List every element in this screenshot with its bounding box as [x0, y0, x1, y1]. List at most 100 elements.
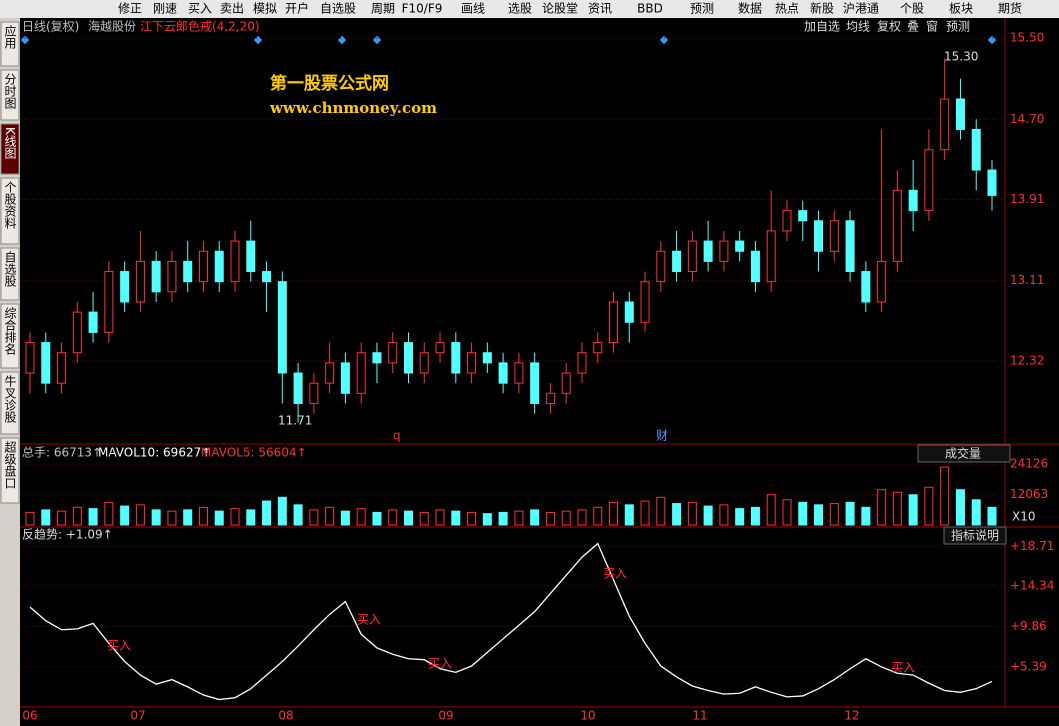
sidebar-tab[interactable] [0, 371, 20, 435]
signal-label: 买入 [107, 639, 131, 653]
toolbar-item[interactable]: 个股 [900, 2, 924, 16]
toolbar-item[interactable]: 选股 [508, 2, 532, 16]
selector-box[interactable] [917, 444, 1011, 463]
chart-button[interactable]: 加自选 [804, 20, 840, 34]
sidebar-tab-label[interactable]: 分时图 [3, 73, 17, 109]
candle-body [624, 301, 634, 323]
toolbar-item[interactable]: 刚速 [153, 2, 177, 16]
volume-legend: MAVOL10: 69627↑ [98, 446, 211, 460]
candle-body [656, 250, 666, 283]
help-box[interactable] [943, 526, 1007, 545]
x-tick-label: 10 [580, 709, 595, 723]
toolbar-item[interactable]: BBD [637, 2, 663, 16]
volume-bar [151, 509, 161, 526]
chart-button[interactable]: 均线 [846, 20, 870, 34]
volume-bar [798, 501, 808, 526]
volume-bar [230, 508, 240, 526]
toolbar-item[interactable]: 开户 [285, 1, 309, 16]
volume-bar [545, 511, 555, 526]
y-tick-label: +5.39 [1010, 660, 1047, 674]
chart-button[interactable]: 窗 [926, 20, 938, 34]
candle-body [940, 98, 950, 151]
volume-bar [656, 496, 666, 526]
sidebar-tab-label[interactable]: 自选股 [3, 251, 17, 288]
volume-bar [593, 506, 603, 526]
toolbar-item[interactable]: 画线 [461, 2, 485, 16]
candle-body [735, 240, 745, 252]
candle-body [356, 352, 366, 394]
candle-body [372, 352, 382, 364]
volume-bar [861, 506, 871, 526]
volume-bar [88, 508, 98, 526]
volume-bar [814, 504, 824, 526]
toolbar-item[interactable]: 沪港通 [843, 2, 879, 16]
toolbar-item[interactable]: 周期 [371, 2, 395, 16]
volume-bar [640, 500, 650, 526]
candle-body [861, 271, 871, 303]
sidebar-tab-label[interactable]: 超级盘口 [3, 440, 17, 489]
toolbar-item[interactable]: F10/F9 [402, 2, 443, 16]
volume-bar [419, 511, 429, 526]
toolbar-item[interactable]: 预测 [690, 2, 714, 16]
toolbar-item[interactable]: 期货 [998, 1, 1022, 16]
indicator-help[interactable]: 指标说明 [951, 528, 999, 543]
candle-body [388, 342, 398, 364]
sidebar-tab[interactable] [0, 247, 20, 301]
chart-button[interactable]: 复权 [877, 20, 901, 34]
volume-bar [277, 496, 287, 526]
volume-bar [325, 506, 335, 526]
sidebar-tab[interactable] [0, 303, 20, 369]
chart-button[interactable]: 预测 [946, 20, 970, 34]
toolbar-item[interactable]: 卖出 [220, 2, 244, 16]
marker: q [393, 429, 401, 443]
candle-body [309, 382, 319, 404]
volume-bar [687, 501, 697, 526]
toolbar-item[interactable]: 自选股 [320, 2, 356, 16]
toolbar-item[interactable]: 数据 [738, 1, 762, 16]
sidebar-tab-label[interactable]: K线图 [3, 127, 17, 159]
volume-bar [609, 501, 619, 526]
candle-body [609, 301, 619, 344]
volume-bar [829, 503, 839, 526]
sidebar-tab[interactable] [0, 177, 20, 245]
period: 日线(复权) [22, 20, 79, 34]
candle-body [230, 240, 240, 283]
volume-selector[interactable]: 成交量 [945, 446, 981, 461]
sidebar-tab[interactable] [0, 437, 20, 504]
volume-bar [356, 508, 366, 526]
candle-body [924, 149, 934, 212]
sidebar-tab-label[interactable]: 综合排名 [3, 307, 17, 355]
sidebar-tab-label[interactable]: 牛叉诊股 [3, 374, 17, 424]
toolbar-item[interactable]: 资讯 [588, 2, 612, 16]
candle-body [467, 352, 477, 374]
sidebar-tab[interactable] [0, 123, 20, 175]
volume-bar [514, 510, 524, 526]
toolbar-item[interactable]: 热点 [775, 2, 799, 16]
signal-label: 买入 [428, 657, 452, 671]
toolbar-item[interactable]: 修正 [118, 1, 142, 16]
volume-bar [120, 505, 130, 526]
sidebar-tab-label[interactable]: 应用 [3, 24, 17, 50]
candle-body [703, 240, 713, 262]
toolbar-item[interactable]: 买入 [188, 2, 212, 16]
candle-body [561, 372, 571, 394]
volume-bar [340, 510, 350, 526]
low-label: 11.71 [278, 414, 312, 428]
volume-bar [672, 503, 682, 526]
high-label: 15.30 [944, 50, 978, 64]
toolbar-item[interactable]: 模拟 [253, 2, 277, 16]
sidebar-tab[interactable] [0, 21, 20, 67]
volume-bar [719, 504, 729, 526]
indicator-legend: 反趋势: +1.09↑ [22, 528, 113, 542]
volume-bar [498, 511, 508, 526]
candle-body [687, 240, 697, 273]
toolbar-item[interactable]: 新股 [810, 1, 834, 16]
volume-bar [577, 509, 587, 526]
toolbar-item[interactable]: 板块 [949, 2, 973, 16]
volume-bar [877, 489, 887, 526]
toolbar-item[interactable]: 论股堂 [542, 2, 578, 16]
sidebar-tab[interactable] [0, 69, 20, 121]
sidebar-tab-label[interactable]: 个股资料 [3, 181, 17, 229]
chart-button[interactable]: 叠 [907, 20, 919, 34]
